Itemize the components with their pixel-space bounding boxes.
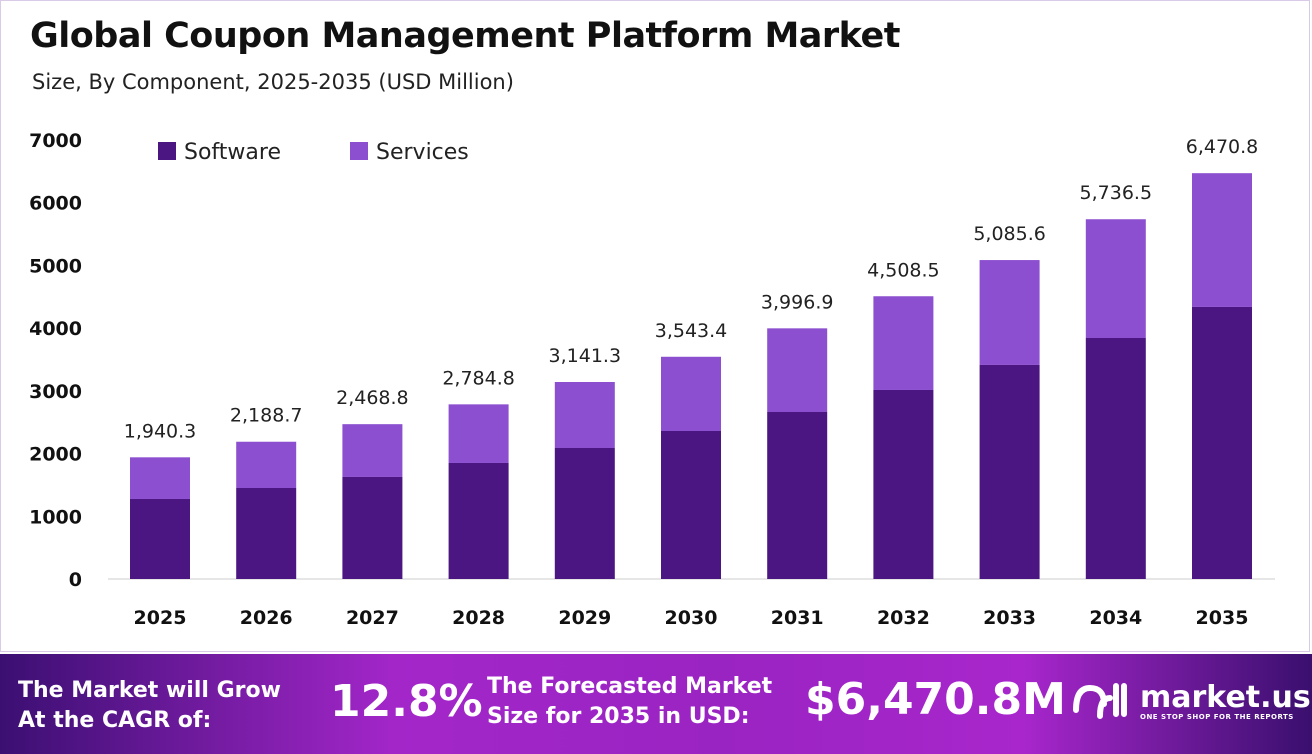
total-label: 3,996.9 — [761, 291, 834, 313]
total-label: 1,940.3 — [124, 420, 197, 442]
market-us-logo: market.us ONE STOP SHOP FOR THE REPORTS — [1070, 680, 1311, 724]
legend-swatch-software — [158, 142, 176, 160]
x-tick-label: 2031 — [771, 607, 824, 629]
forecast-label: The Forecasted Market Size for 2035 in U… — [487, 672, 772, 732]
x-tick-label: 2033 — [983, 607, 1036, 629]
bar-software — [767, 411, 828, 579]
cagr-label: The Market will Grow At the CAGR of: — [18, 676, 281, 736]
legend-label-services: Services — [376, 140, 469, 165]
total-label: 3,141.3 — [549, 345, 622, 367]
x-tick-label: 2028 — [452, 607, 505, 629]
logo-tagline: ONE STOP SHOP FOR THE REPORTS — [1140, 713, 1294, 721]
chart-title: Global Coupon Management Platform Market — [30, 16, 901, 56]
bar-software — [236, 488, 297, 579]
y-tick-label: 5000 — [29, 255, 82, 277]
total-label: 5,736.5 — [1080, 182, 1153, 204]
cagr-label-line2: At the CAGR of: — [18, 708, 212, 733]
summary-banner: The Market will Grow At the CAGR of: 12.… — [0, 654, 1312, 754]
total-label: 5,085.6 — [973, 223, 1046, 245]
forecast-label-line2: Size for 2035 in USD: — [487, 704, 750, 729]
x-tick-label: 2032 — [877, 607, 930, 629]
bar-services — [873, 296, 934, 390]
bar-software — [130, 498, 190, 579]
x-tick-label: 2025 — [134, 607, 187, 629]
bar-software — [1192, 306, 1252, 579]
bar-software — [661, 430, 721, 579]
x-tick-label: 2034 — [1089, 607, 1142, 629]
y-tick-label: 3000 — [29, 381, 82, 403]
forecast-value: $6,470.8M — [805, 674, 1066, 725]
bar-services — [342, 424, 403, 477]
cagr-label-line1: The Market will Grow — [18, 678, 281, 703]
bar-chart: 0 1000 2000 3000 4000 5000 6000 7000 1,940.3 2025… — [29, 130, 1275, 629]
bar-software — [873, 389, 934, 579]
legend-swatch-services — [350, 142, 368, 160]
y-tick-label: 2000 — [29, 444, 82, 466]
x-tick-label: 2026 — [240, 607, 293, 629]
bar-services — [1192, 173, 1252, 307]
bar-services — [130, 457, 190, 499]
forecast-label-line1: The Forecasted Market — [487, 674, 773, 699]
bar-services — [979, 260, 1040, 365]
legend-label-software: Software — [184, 140, 281, 165]
bar-software — [979, 364, 1040, 579]
chart-frame — [0, 0, 1310, 652]
y-tick-label: 6000 — [29, 193, 82, 215]
cagr-value: 12.8% — [330, 676, 483, 727]
y-tick-label: 7000 — [29, 130, 82, 152]
bar-services — [1085, 219, 1146, 338]
logo-icon — [1073, 683, 1127, 719]
total-label: 2,784.8 — [442, 367, 515, 389]
bar-software — [554, 447, 615, 579]
x-tick-label: 2029 — [558, 607, 611, 629]
bar-software — [448, 462, 509, 579]
y-tick-label: 4000 — [29, 318, 82, 340]
bar-services — [661, 356, 721, 431]
bar-software — [1085, 337, 1146, 579]
x-tick-label: 2035 — [1196, 607, 1249, 629]
y-tick-label: 1000 — [29, 506, 82, 528]
total-label: 2,468.8 — [336, 387, 409, 409]
chart-subtitle: Size, By Component, 2025-2035 (USD Milli… — [32, 70, 514, 94]
total-label: 6,470.8 — [1186, 136, 1259, 158]
y-tick-label: 0 — [69, 569, 82, 591]
total-label: 4,508.5 — [867, 259, 940, 281]
bar-services — [767, 328, 828, 412]
bar-services — [236, 441, 297, 489]
x-tick-label: 2027 — [346, 607, 399, 629]
bar-services — [554, 381, 615, 448]
total-label: 3,543.4 — [655, 320, 728, 342]
bar-services — [448, 404, 509, 463]
x-tick-label: 2030 — [665, 607, 718, 629]
logo-text: market.us — [1140, 680, 1311, 715]
bar-software — [342, 476, 403, 579]
total-label: 2,188.7 — [230, 405, 303, 427]
